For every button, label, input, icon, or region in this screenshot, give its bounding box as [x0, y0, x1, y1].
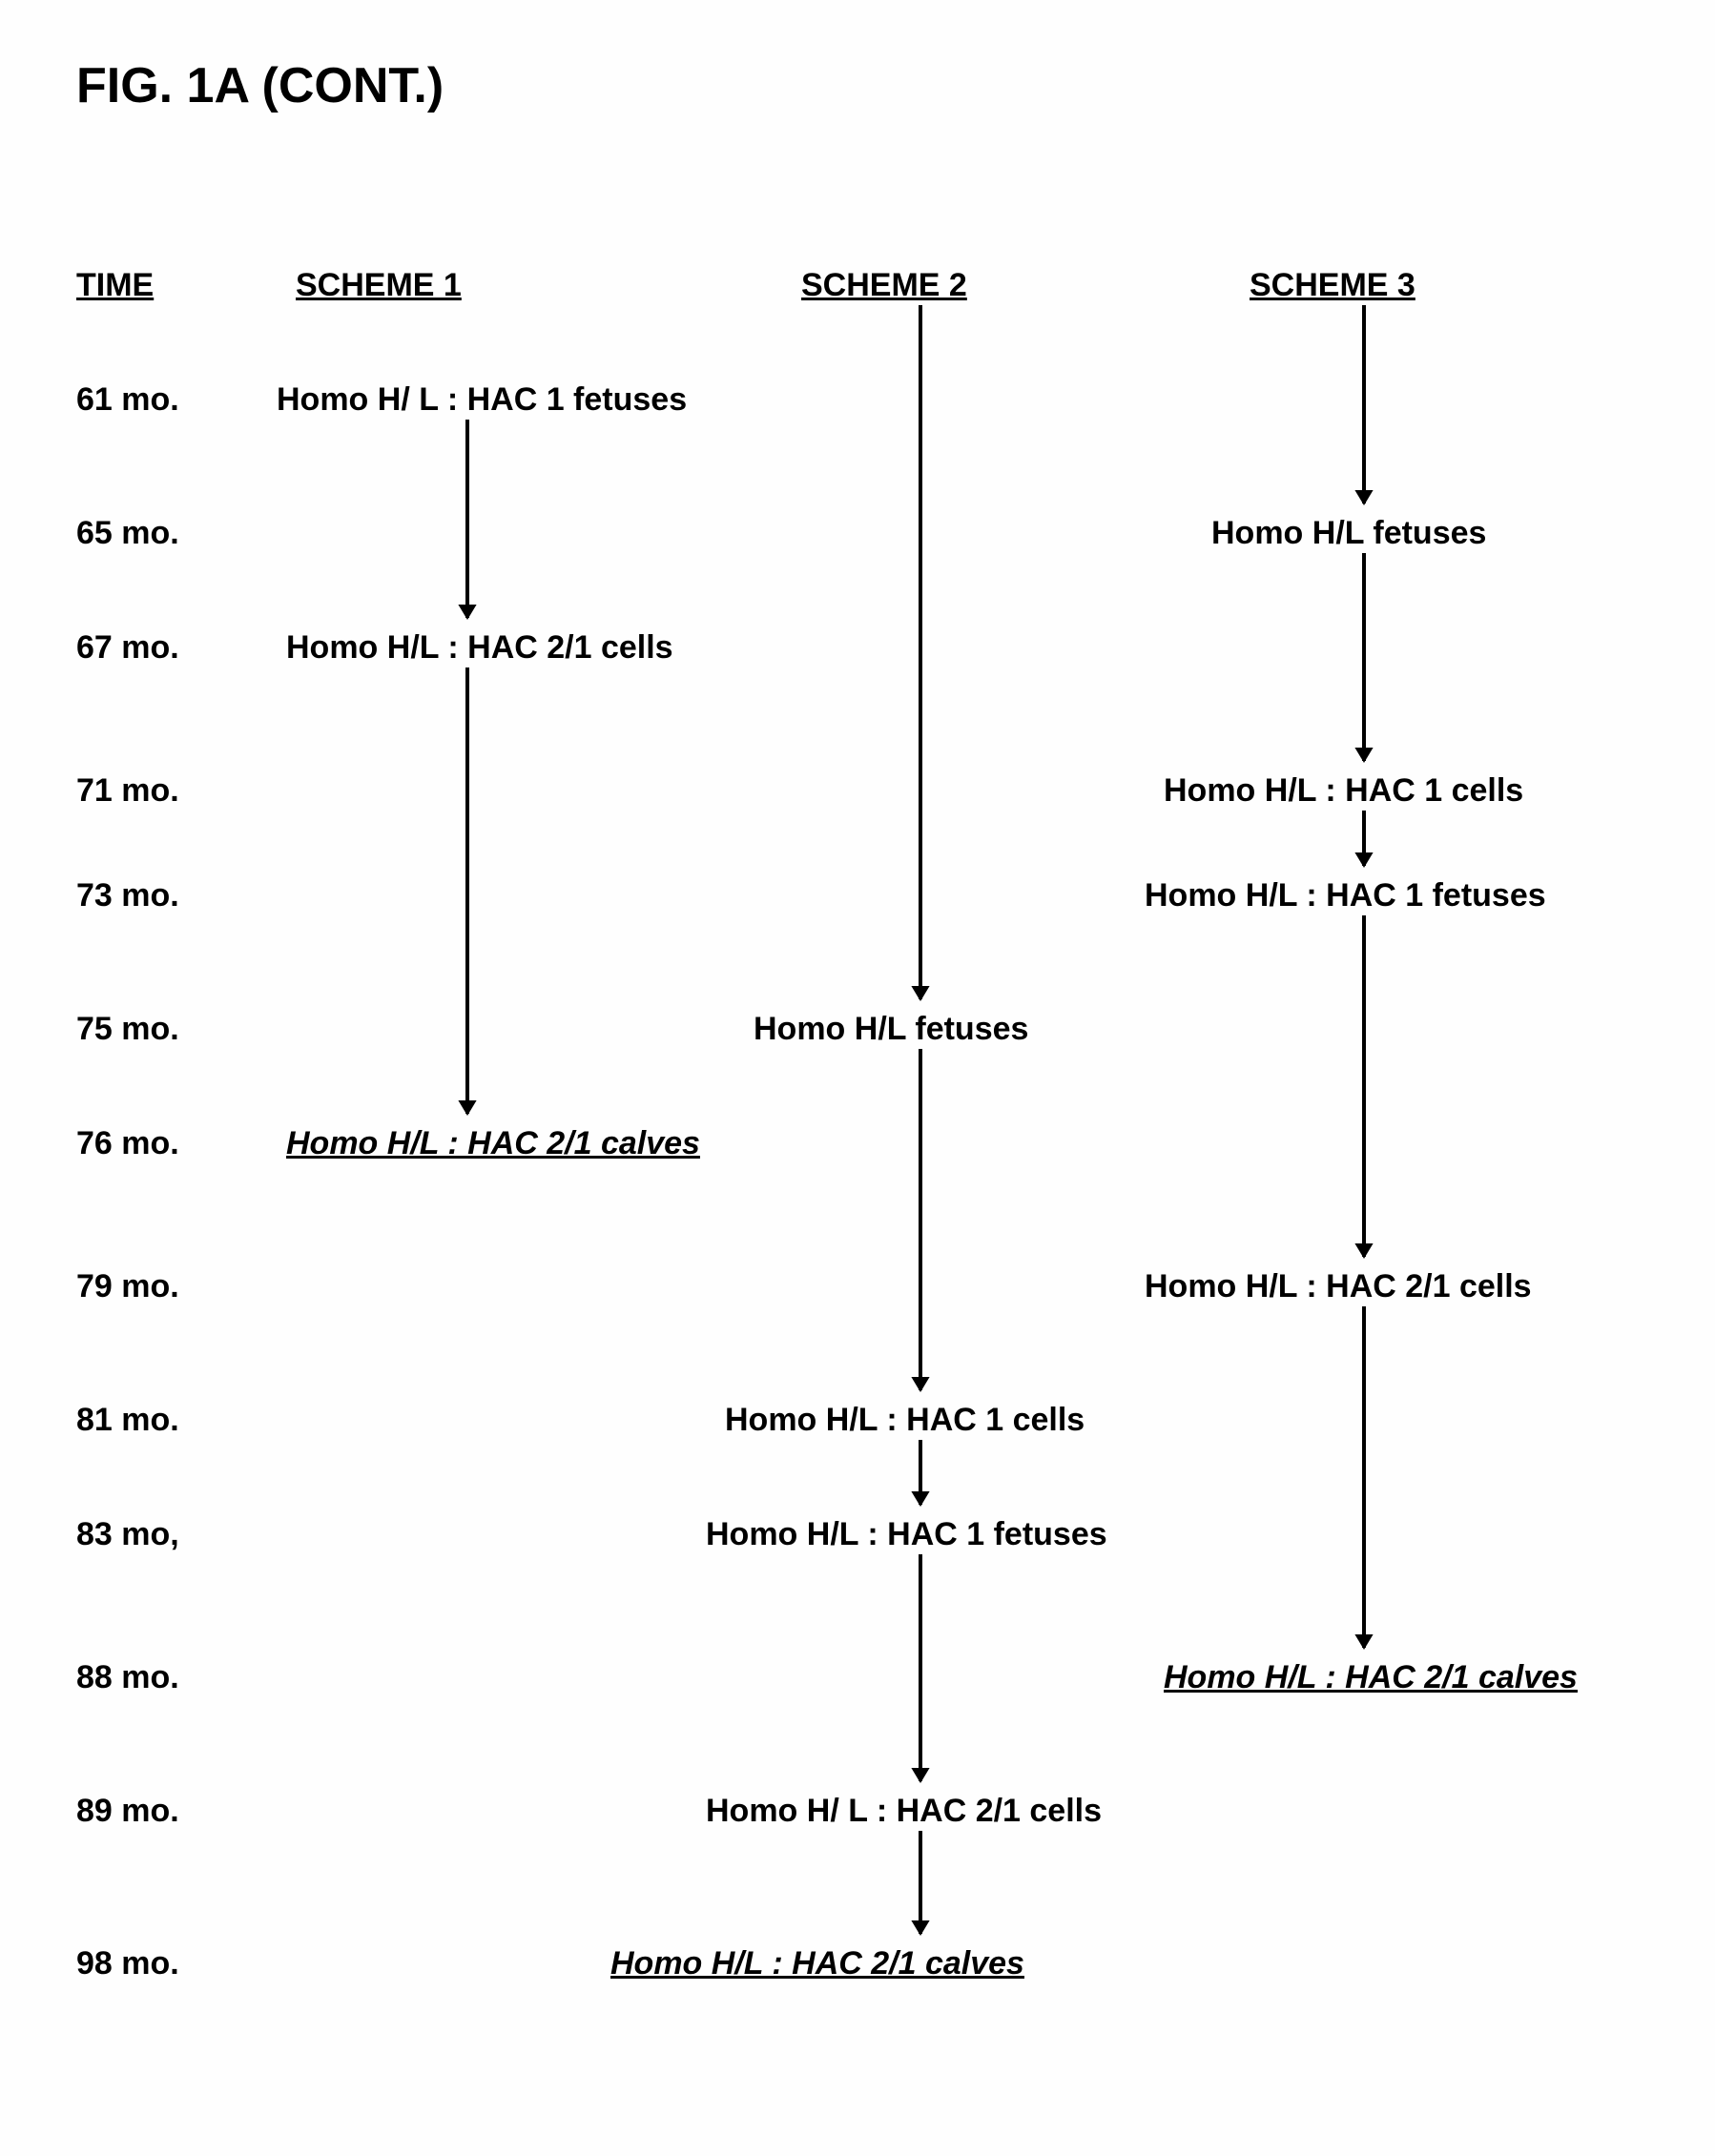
flow-node: Homo H/L : HAC 1 cells — [1164, 772, 1523, 810]
time-label: 67 mo. — [76, 629, 179, 667]
time-label: 81 mo. — [76, 1402, 179, 1439]
flow-node: Homo H/L : HAC 2/1 calves — [610, 1945, 1024, 1982]
time-label: 61 mo. — [76, 381, 179, 419]
time-label: 79 mo. — [76, 1268, 179, 1305]
time-label: 75 mo. — [76, 1011, 179, 1048]
figure-title: FIG. 1A (CONT.) — [76, 57, 444, 114]
flow-node: Homo H/L : HAC 1 fetuses — [1145, 877, 1546, 914]
flow-node: Homo H/L : HAC 2/1 calves — [286, 1125, 700, 1162]
flow-arrow — [1349, 811, 1379, 883]
flow-arrow — [905, 1554, 936, 1798]
flow-node: Homo H/L : HAC 2/1 cells — [1145, 1268, 1532, 1305]
flow-arrow — [452, 667, 483, 1131]
flow-arrow — [1349, 1306, 1379, 1665]
header-scheme1: SCHEME 1 — [296, 267, 462, 304]
flow-node: Homo H/ L : HAC 1 fetuses — [277, 381, 687, 419]
flow-arrow — [905, 1440, 936, 1522]
flow-node: Homo H/L fetuses — [754, 1011, 1028, 1048]
time-label: 89 mo. — [76, 1793, 179, 1830]
time-label: 65 mo. — [76, 515, 179, 552]
figure-page: FIG. 1A (CONT.) TIME SCHEME 1 SCHEME 2 S… — [0, 0, 1715, 2156]
time-label: 98 mo. — [76, 1945, 179, 1982]
flow-arrow — [1349, 305, 1379, 521]
flow-arrow — [452, 420, 483, 635]
time-label: 83 mo, — [76, 1516, 179, 1553]
header-time: TIME — [76, 267, 154, 304]
flow-arrow — [1349, 915, 1379, 1274]
flow-arrow — [905, 305, 936, 1016]
time-label: 88 mo. — [76, 1659, 179, 1696]
header-scheme3: SCHEME 3 — [1250, 267, 1415, 304]
flow-arrow — [1349, 553, 1379, 778]
flow-arrow — [905, 1049, 936, 1407]
flow-node: Homo H/ L : HAC 2/1 cells — [706, 1793, 1102, 1830]
time-label: 73 mo. — [76, 877, 179, 914]
header-scheme2: SCHEME 2 — [801, 267, 967, 304]
flow-arrow — [905, 1831, 936, 1951]
time-label: 71 mo. — [76, 772, 179, 810]
time-label: 76 mo. — [76, 1125, 179, 1162]
